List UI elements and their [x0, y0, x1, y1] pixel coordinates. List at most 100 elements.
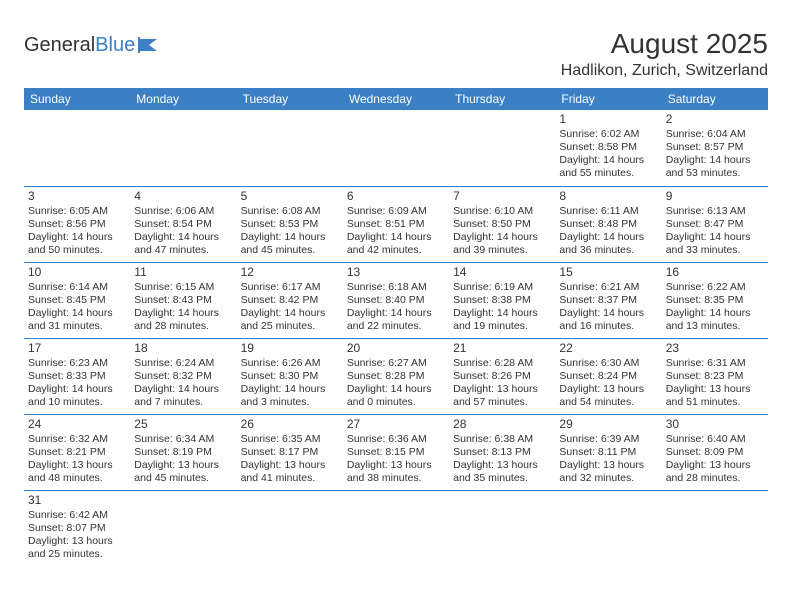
day-sunset: Sunset: 8:42 PM: [241, 294, 339, 307]
day-daylight2: and 45 minutes.: [241, 244, 339, 257]
day-sunset: Sunset: 8:11 PM: [559, 446, 657, 459]
calendar-cell: 6Sunrise: 6:09 AMSunset: 8:51 PMDaylight…: [343, 186, 449, 262]
day-sunrise: Sunrise: 6:15 AM: [134, 281, 232, 294]
day-sunset: Sunset: 8:50 PM: [453, 218, 551, 231]
day-header: Friday: [555, 88, 661, 110]
day-sunrise: Sunrise: 6:32 AM: [28, 433, 126, 446]
day-sunrise: Sunrise: 6:23 AM: [28, 357, 126, 370]
day-daylight1: Daylight: 14 hours: [559, 154, 657, 167]
day-sunrise: Sunrise: 6:19 AM: [453, 281, 551, 294]
day-daylight2: and 50 minutes.: [28, 244, 126, 257]
day-sunrise: Sunrise: 6:13 AM: [666, 205, 764, 218]
calendar-cell: [662, 490, 768, 566]
day-number: 5: [241, 189, 339, 204]
day-daylight1: Daylight: 13 hours: [666, 383, 764, 396]
calendar-cell: 12Sunrise: 6:17 AMSunset: 8:42 PMDayligh…: [237, 262, 343, 338]
calendar-week-row: 17Sunrise: 6:23 AMSunset: 8:33 PMDayligh…: [24, 338, 768, 414]
calendar-cell: 20Sunrise: 6:27 AMSunset: 8:28 PMDayligh…: [343, 338, 449, 414]
calendar-cell: 17Sunrise: 6:23 AMSunset: 8:33 PMDayligh…: [24, 338, 130, 414]
day-daylight2: and 35 minutes.: [453, 472, 551, 485]
day-daylight1: Daylight: 14 hours: [28, 231, 126, 244]
day-daylight2: and 42 minutes.: [347, 244, 445, 257]
day-number: 29: [559, 417, 657, 432]
calendar-week-row: 31Sunrise: 6:42 AMSunset: 8:07 PMDayligh…: [24, 490, 768, 566]
day-sunset: Sunset: 8:47 PM: [666, 218, 764, 231]
day-daylight1: Daylight: 13 hours: [241, 459, 339, 472]
day-daylight1: Daylight: 14 hours: [28, 383, 126, 396]
day-sunset: Sunset: 8:32 PM: [134, 370, 232, 383]
day-daylight1: Daylight: 13 hours: [453, 459, 551, 472]
day-header: Saturday: [662, 88, 768, 110]
day-number: 14: [453, 265, 551, 280]
calendar-cell: [343, 490, 449, 566]
day-sunset: Sunset: 8:35 PM: [666, 294, 764, 307]
day-sunrise: Sunrise: 6:02 AM: [559, 128, 657, 141]
calendar-cell: 5Sunrise: 6:08 AMSunset: 8:53 PMDaylight…: [237, 186, 343, 262]
calendar-cell: 13Sunrise: 6:18 AMSunset: 8:40 PMDayligh…: [343, 262, 449, 338]
day-sunset: Sunset: 8:21 PM: [28, 446, 126, 459]
day-sunrise: Sunrise: 6:28 AM: [453, 357, 551, 370]
day-sunset: Sunset: 8:43 PM: [134, 294, 232, 307]
calendar-cell: 22Sunrise: 6:30 AMSunset: 8:24 PMDayligh…: [555, 338, 661, 414]
day-sunrise: Sunrise: 6:14 AM: [28, 281, 126, 294]
day-sunrise: Sunrise: 6:22 AM: [666, 281, 764, 294]
day-daylight2: and 41 minutes.: [241, 472, 339, 485]
day-daylight2: and 16 minutes.: [559, 320, 657, 333]
day-sunrise: Sunrise: 6:04 AM: [666, 128, 764, 141]
day-number: 26: [241, 417, 339, 432]
calendar-cell: 11Sunrise: 6:15 AMSunset: 8:43 PMDayligh…: [130, 262, 236, 338]
calendar-week-row: 1Sunrise: 6:02 AMSunset: 8:58 PMDaylight…: [24, 110, 768, 186]
calendar-cell: 31Sunrise: 6:42 AMSunset: 8:07 PMDayligh…: [24, 490, 130, 566]
day-number: 20: [347, 341, 445, 356]
day-daylight1: Daylight: 14 hours: [347, 231, 445, 244]
day-sunset: Sunset: 8:54 PM: [134, 218, 232, 231]
day-daylight2: and 28 minutes.: [666, 472, 764, 485]
calendar-cell: 28Sunrise: 6:38 AMSunset: 8:13 PMDayligh…: [449, 414, 555, 490]
title-block: August 2025 Hadlikon, Zurich, Switzerlan…: [561, 28, 768, 80]
day-number: 1: [559, 112, 657, 127]
day-daylight1: Daylight: 14 hours: [453, 231, 551, 244]
day-sunset: Sunset: 8:24 PM: [559, 370, 657, 383]
day-daylight2: and 10 minutes.: [28, 396, 126, 409]
logo-flag-icon: [137, 37, 159, 53]
day-number: 3: [28, 189, 126, 204]
day-header: Monday: [130, 88, 236, 110]
day-number: 8: [559, 189, 657, 204]
day-daylight2: and 28 minutes.: [134, 320, 232, 333]
day-daylight1: Daylight: 14 hours: [347, 307, 445, 320]
day-sunrise: Sunrise: 6:42 AM: [28, 509, 126, 522]
day-daylight2: and 55 minutes.: [559, 167, 657, 180]
calendar-cell: [24, 110, 130, 186]
day-daylight1: Daylight: 13 hours: [134, 459, 232, 472]
day-sunrise: Sunrise: 6:35 AM: [241, 433, 339, 446]
day-sunrise: Sunrise: 6:38 AM: [453, 433, 551, 446]
day-daylight1: Daylight: 13 hours: [28, 459, 126, 472]
day-daylight1: Daylight: 13 hours: [559, 459, 657, 472]
day-sunset: Sunset: 8:37 PM: [559, 294, 657, 307]
day-sunset: Sunset: 8:19 PM: [134, 446, 232, 459]
calendar-cell: [555, 490, 661, 566]
day-sunrise: Sunrise: 6:17 AM: [241, 281, 339, 294]
day-daylight2: and 25 minutes.: [241, 320, 339, 333]
day-daylight2: and 38 minutes.: [347, 472, 445, 485]
calendar-cell: 21Sunrise: 6:28 AMSunset: 8:26 PMDayligh…: [449, 338, 555, 414]
day-number: 30: [666, 417, 764, 432]
day-number: 28: [453, 417, 551, 432]
day-daylight2: and 22 minutes.: [347, 320, 445, 333]
day-daylight1: Daylight: 14 hours: [134, 231, 232, 244]
calendar-cell: [237, 110, 343, 186]
day-header: Thursday: [449, 88, 555, 110]
day-daylight1: Daylight: 13 hours: [453, 383, 551, 396]
day-sunset: Sunset: 8:28 PM: [347, 370, 445, 383]
day-number: 24: [28, 417, 126, 432]
day-sunrise: Sunrise: 6:08 AM: [241, 205, 339, 218]
day-number: 15: [559, 265, 657, 280]
day-sunrise: Sunrise: 6:27 AM: [347, 357, 445, 370]
day-number: 6: [347, 189, 445, 204]
calendar-table: Sunday Monday Tuesday Wednesday Thursday…: [24, 88, 768, 566]
day-daylight1: Daylight: 14 hours: [453, 307, 551, 320]
day-daylight1: Daylight: 14 hours: [28, 307, 126, 320]
calendar-cell: 15Sunrise: 6:21 AMSunset: 8:37 PMDayligh…: [555, 262, 661, 338]
day-sunrise: Sunrise: 6:30 AM: [559, 357, 657, 370]
day-daylight1: Daylight: 13 hours: [666, 459, 764, 472]
